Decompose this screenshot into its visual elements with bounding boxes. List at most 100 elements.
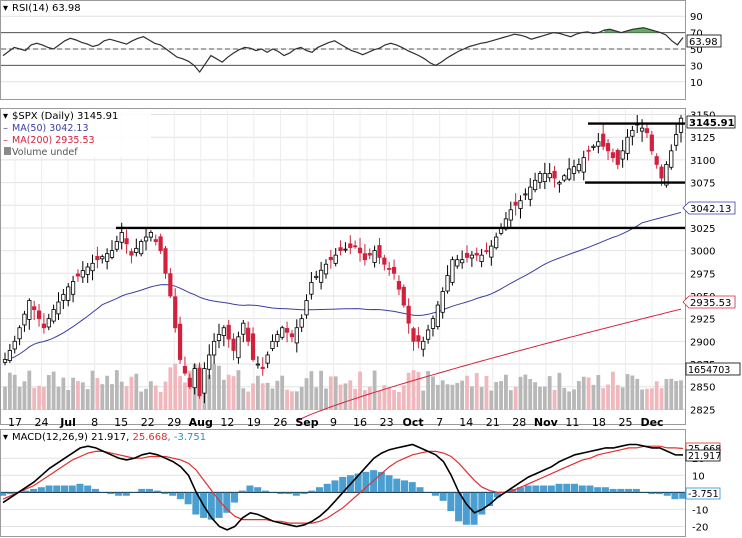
candle <box>605 138 611 160</box>
macd-histogram-bar <box>145 488 154 493</box>
candle <box>163 246 168 279</box>
volume-bar <box>76 381 80 410</box>
rsi-bands <box>1 27 685 66</box>
volume-bar <box>508 390 513 410</box>
date-tick-label: 8 <box>91 416 98 429</box>
volume-bar <box>255 375 260 410</box>
volume-bar <box>187 370 192 410</box>
macd-histogram-bar <box>138 488 146 493</box>
macd-histogram-bar <box>6 492 14 495</box>
volume-bar <box>397 391 401 410</box>
candle-body <box>659 166 664 179</box>
rsi-tick-label: 10 <box>690 78 703 89</box>
candle-body <box>343 248 348 251</box>
rsi-line <box>2 27 684 73</box>
candle <box>338 240 343 256</box>
hist-badge-text: -3.751 <box>688 489 719 500</box>
macd-histogram-bar <box>300 492 308 495</box>
candle <box>231 333 236 361</box>
ma50-badge: 3042.13 <box>682 201 736 215</box>
date-tick-label: 14 <box>459 416 473 429</box>
volume-bar <box>615 385 620 410</box>
candle <box>294 319 299 353</box>
macd-histogram-bar <box>122 492 130 496</box>
volume-bar <box>100 384 105 410</box>
macd-histogram-bar <box>261 490 269 493</box>
price-title: $SPX (Daily) 3145.91 <box>12 111 118 122</box>
macd-histogram-bar <box>609 488 617 493</box>
volume-bar <box>542 386 547 410</box>
candle <box>401 284 406 308</box>
date-tick-label: 12 <box>220 416 234 429</box>
candle <box>139 239 144 257</box>
volume-bar <box>27 370 32 410</box>
candle <box>567 158 572 182</box>
candle <box>46 313 51 331</box>
date-tick-label: 19 <box>247 416 261 429</box>
hist-badge: -3.751 <box>685 487 721 500</box>
macd-histogram-bar <box>470 492 478 525</box>
candle <box>518 195 523 219</box>
volume-bar <box>601 388 606 410</box>
candle-body <box>46 318 51 328</box>
candle <box>114 235 119 252</box>
candle-body <box>105 253 110 262</box>
candle <box>105 248 110 270</box>
volume-bar <box>236 370 241 410</box>
candle <box>143 227 149 251</box>
candle-body <box>250 333 256 360</box>
price-tick-label: 3075 <box>690 179 715 190</box>
volume-bar <box>659 388 664 410</box>
rsi-icon: ▾ <box>3 3 8 14</box>
macd-histogram-bar <box>679 492 687 499</box>
volume-bar <box>611 371 615 410</box>
macd-histogram-bar <box>648 492 656 495</box>
macd-histogram-bar <box>478 492 486 515</box>
volume-bar <box>144 388 148 410</box>
candle-body <box>90 262 95 272</box>
candle-body <box>319 269 324 283</box>
date-tick-label: Oct <box>403 416 424 429</box>
macd-histogram-bar <box>230 492 239 503</box>
macd-histogram-bar <box>393 478 401 493</box>
volume-bar <box>572 389 576 410</box>
rsi-tick-label: 90 <box>690 12 703 23</box>
macd-histogram-bar <box>153 490 161 493</box>
candle-body <box>153 239 158 242</box>
candle-body <box>528 186 533 200</box>
candle-body <box>192 368 197 389</box>
volume-bar <box>110 384 114 410</box>
volume-bar <box>246 391 251 410</box>
volume-bar <box>518 376 523 410</box>
candle-body <box>314 275 319 278</box>
candle-body <box>70 281 76 295</box>
volume-bar <box>95 377 100 410</box>
volume-bar <box>158 391 163 410</box>
candle-body <box>469 254 474 259</box>
candle-body <box>80 270 85 278</box>
price-icon: ▾ <box>3 111 8 122</box>
volume-bar <box>173 363 178 410</box>
macd-histogram-bar <box>439 492 447 501</box>
candle-body <box>22 313 27 326</box>
volume-bar <box>251 383 255 410</box>
candle <box>216 323 222 349</box>
macd-histogram-bar <box>547 485 555 493</box>
candle-body <box>576 164 581 172</box>
macd-histogram-bar <box>416 487 424 493</box>
ma200-badge-text: 2935.53 <box>690 298 731 309</box>
volume-bar <box>124 386 129 410</box>
candle-body <box>416 335 421 342</box>
volume-bar <box>606 384 610 410</box>
candles <box>2 115 684 404</box>
volume-bar <box>645 388 649 410</box>
candle <box>255 356 260 369</box>
candle-body <box>36 310 42 320</box>
candle-body <box>406 305 411 324</box>
volume-bar <box>309 371 314 410</box>
price-tick-label: 3025 <box>690 224 715 235</box>
candle <box>678 115 684 143</box>
price-tick-label: 3125 <box>690 133 715 144</box>
macd-histogram-bar <box>315 487 324 493</box>
price-legend-bg <box>1 109 151 157</box>
